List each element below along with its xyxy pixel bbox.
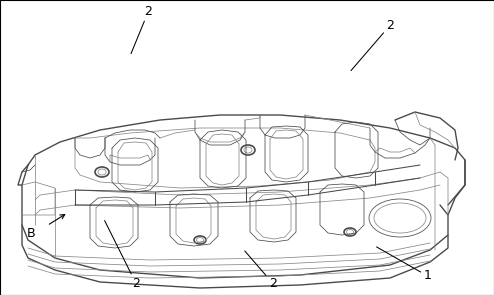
Text: 2: 2 (351, 19, 394, 71)
Text: B: B (27, 227, 36, 240)
Text: 2: 2 (131, 5, 152, 54)
Text: 2: 2 (245, 251, 277, 290)
Text: 1: 1 (376, 247, 431, 282)
Text: 2: 2 (105, 221, 140, 290)
